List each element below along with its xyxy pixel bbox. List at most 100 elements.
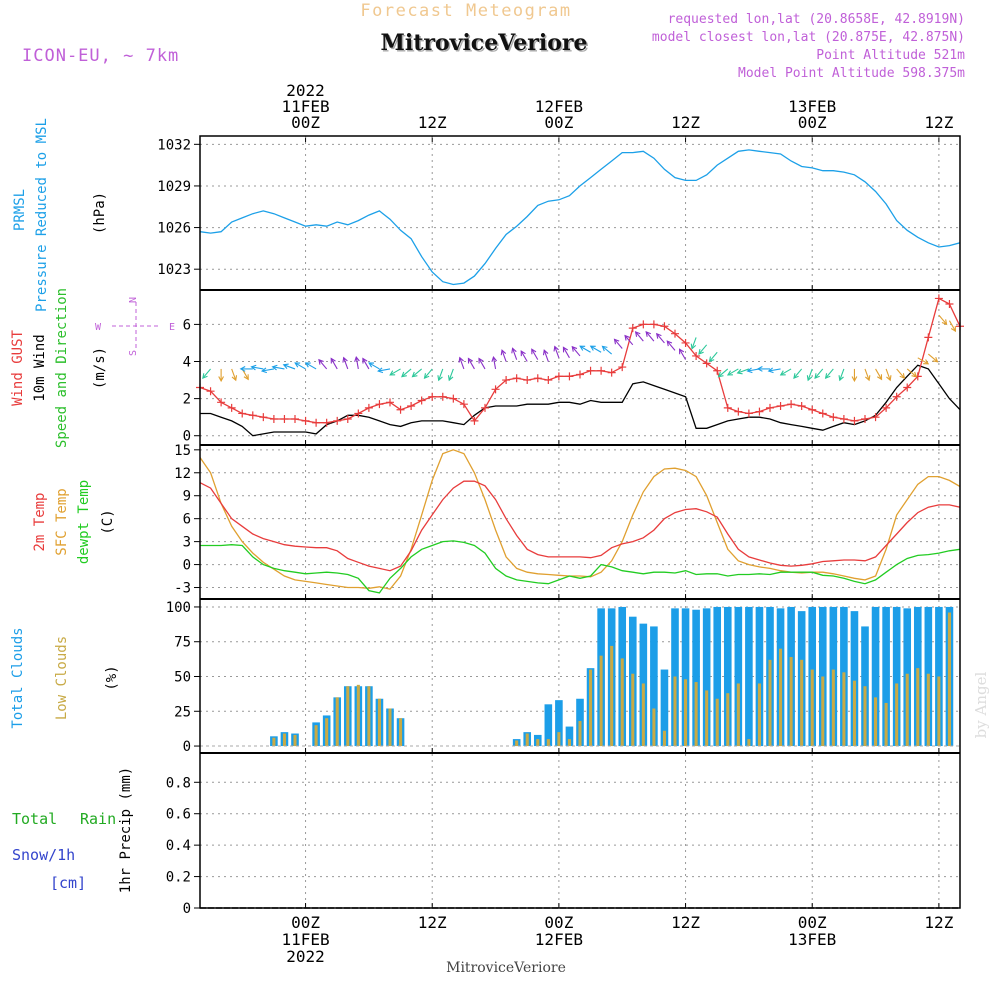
panel-borders bbox=[199, 135, 961, 909]
wind-dir-arrow bbox=[438, 368, 444, 381]
pressure-ytick-label: 1032 bbox=[157, 137, 191, 153]
temp-label-sfc: SFC Temp bbox=[54, 488, 70, 555]
wind-dir-arrowhead bbox=[864, 375, 871, 382]
clouds-panel: Total Clouds Low Clouds (%) bbox=[10, 627, 120, 728]
wind-dir-arrow bbox=[294, 362, 306, 370]
wind-dir-arrowhead bbox=[318, 358, 324, 365]
low-cloud-bar bbox=[884, 702, 888, 747]
gust-marker bbox=[808, 405, 817, 414]
wind-dir-arrowhead bbox=[239, 366, 246, 372]
temperature-ytick-label: 0 bbox=[183, 558, 191, 574]
low-cloud-bar bbox=[852, 680, 856, 747]
wind-dir-arrowhead bbox=[767, 367, 774, 374]
gust-marker bbox=[364, 403, 373, 412]
bottom-tick-label: 11FEB bbox=[281, 930, 329, 949]
wind-dir-arrowhead bbox=[726, 370, 733, 376]
low-cloud-bar bbox=[779, 648, 783, 747]
wind-dir-arrow bbox=[896, 368, 905, 379]
wind-dir-arrowhead bbox=[824, 373, 831, 379]
wind-dir-arrowhead bbox=[645, 331, 652, 337]
wind-dir-arrowhead bbox=[793, 373, 799, 379]
gust-line bbox=[200, 297, 960, 424]
low-cloud-bar bbox=[388, 708, 392, 747]
temperature-ytick-label: 9 bbox=[183, 489, 191, 505]
gust-marker bbox=[291, 415, 299, 424]
wind-dir-arrow bbox=[737, 368, 750, 374]
wind-dir-arrow bbox=[283, 364, 296, 370]
precip-ytick-label: 0.8 bbox=[166, 775, 191, 791]
wind-dir-arrowhead bbox=[218, 376, 224, 383]
gust-marker bbox=[797, 402, 806, 411]
temperature-ytick-label: 12 bbox=[174, 466, 191, 482]
wind-dir-arrow bbox=[875, 368, 883, 380]
gust-marker bbox=[628, 324, 637, 333]
gust-marker bbox=[512, 374, 521, 383]
clouds-ytick-label: 0 bbox=[183, 739, 191, 755]
gust-marker bbox=[839, 415, 848, 424]
gust-marker bbox=[649, 320, 658, 329]
gust-marker bbox=[407, 402, 416, 411]
low-cloud-bar bbox=[842, 672, 846, 747]
cloud-unit: (%) bbox=[104, 665, 120, 690]
gust-marker bbox=[934, 294, 943, 303]
precip-label-rain: Rain bbox=[80, 810, 116, 828]
bottom-tick-label: 12Z bbox=[924, 913, 953, 932]
gust-marker bbox=[892, 392, 901, 401]
wind-dir-arrowhead bbox=[746, 367, 753, 374]
wind-dir-arrow bbox=[768, 368, 781, 372]
wind-dir-arrowhead bbox=[542, 349, 549, 356]
wind-dir-arrow bbox=[666, 340, 676, 351]
wind-dir-arrowhead bbox=[613, 338, 620, 345]
wind-dir-arrowhead bbox=[294, 362, 301, 368]
forecast-label: Forecast Meteogram bbox=[360, 1, 571, 21]
low-cloud-bar bbox=[662, 730, 666, 747]
low-cloud-bar bbox=[800, 659, 804, 747]
wind-dir-arrow bbox=[554, 346, 560, 358]
low-cloud-bar bbox=[652, 708, 656, 747]
wind-dir-arrow bbox=[467, 358, 475, 370]
temperature-ytick-label: 6 bbox=[183, 512, 191, 528]
wind-dir-arrowhead bbox=[899, 373, 906, 379]
wind-dir-arrowhead bbox=[260, 367, 267, 374]
wind-dir-arrow bbox=[635, 331, 644, 342]
low-cloud-bar bbox=[641, 683, 645, 747]
wind-dir-arrow bbox=[691, 337, 697, 349]
wind-dir-arrow bbox=[727, 368, 739, 376]
wind-dir-arrow bbox=[709, 351, 718, 362]
wind-dir-arrow bbox=[261, 368, 274, 372]
total-cloud-bar bbox=[660, 669, 669, 747]
wind-dir-arrowhead bbox=[553, 345, 559, 352]
wind-dir-arrow bbox=[602, 345, 613, 355]
wind-dir-arrowhead bbox=[342, 356, 348, 363]
gust-marker bbox=[396, 405, 405, 414]
wind-dir-arrowhead bbox=[271, 364, 278, 371]
wind-dir-arrowhead bbox=[447, 375, 454, 382]
temp-label-2m: 2m Temp bbox=[32, 492, 48, 551]
total-cloud-bar bbox=[650, 626, 658, 747]
gust-marker bbox=[343, 415, 352, 424]
wind-dir-arrowhead bbox=[678, 348, 685, 355]
footer-location: MitroviceVeriore bbox=[446, 960, 566, 976]
low-cloud-bar bbox=[356, 684, 360, 747]
gust-marker bbox=[554, 372, 563, 381]
pressure-plot: 1023 1026 1029 1032 bbox=[157, 136, 960, 290]
gust-marker bbox=[671, 329, 679, 338]
wind-dir-arrow bbox=[948, 320, 956, 332]
bottom-tick-label: 00Z bbox=[544, 913, 573, 932]
closest-coords: model closest lon,lat (20.875E, 42.875N) bbox=[652, 30, 965, 45]
precip-panel: Total Rain Snow/1h [cm] 1hr Precip (mm) bbox=[12, 767, 134, 893]
wind-dir-arrow bbox=[355, 357, 359, 370]
wind-dir-arrow bbox=[459, 357, 465, 370]
clouds-ytick-label: 100 bbox=[166, 600, 191, 616]
precip-label-snow: Snow/1h bbox=[12, 846, 75, 864]
wind-dir-arrowhead bbox=[950, 326, 957, 333]
total-cloud-bar bbox=[850, 611, 859, 747]
dewpt-line bbox=[200, 540, 960, 594]
compass-rose: N S W E bbox=[95, 297, 175, 356]
low-cloud-bar bbox=[757, 683, 761, 747]
top-tick-label: 11FEB bbox=[281, 97, 329, 116]
wind-dir-arrowhead bbox=[368, 362, 375, 368]
wind-dir-arrow bbox=[478, 358, 486, 370]
low-cloud-bar bbox=[346, 686, 350, 747]
